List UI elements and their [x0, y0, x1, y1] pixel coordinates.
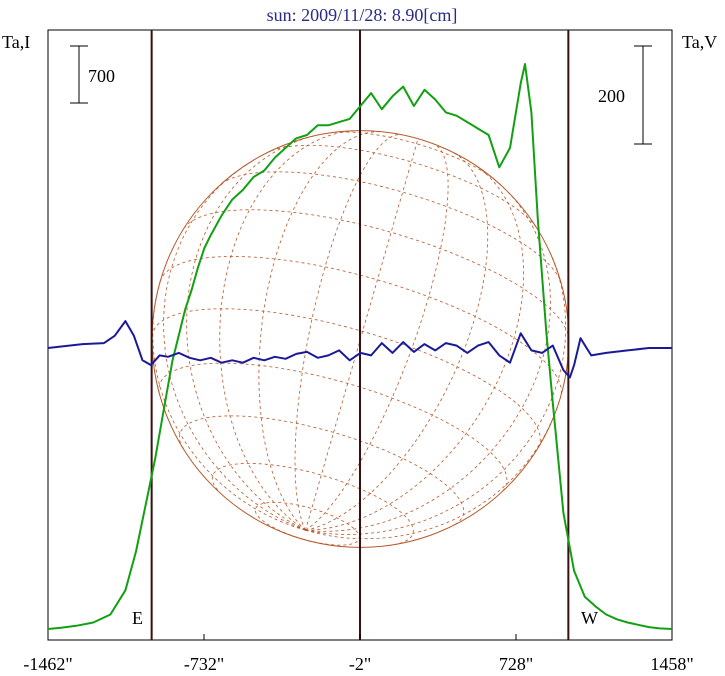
x-tick-label: -2" [349, 654, 371, 674]
longitude-line [305, 138, 419, 531]
longitude-line [219, 130, 359, 531]
latitude-line [159, 255, 562, 397]
longitude-line [305, 249, 567, 535]
x-tick-label: 728" [499, 654, 533, 674]
longitude-line [152, 281, 306, 531]
latitude-line [254, 502, 360, 546]
longitude-line [305, 163, 525, 531]
latitude-line [179, 415, 464, 527]
scale-bar-left: 700 [70, 45, 115, 104]
x-tick-label: -1462" [23, 654, 72, 674]
west-label: W [581, 608, 598, 628]
x-tick-label: -732" [184, 654, 224, 674]
longitude-line [294, 134, 402, 531]
series-lines [47, 63, 673, 630]
longitude-line [163, 163, 306, 531]
scale-bar-right: 200 [598, 45, 652, 145]
limb-center-lines [150, 30, 570, 640]
x-axis-ticks: -1462" -732" -2" 728" 1458" [23, 634, 694, 674]
y-left-label: Ta,I [2, 32, 30, 52]
longitude-line [305, 152, 489, 531]
longitude-line [305, 143, 449, 531]
longitude-line [258, 131, 382, 531]
latitude-line [151, 308, 541, 448]
scale-bar-right-label: 200 [598, 86, 625, 106]
intensity-series-line [47, 63, 673, 630]
latitude-line [158, 362, 508, 493]
chart-title: sun: 2009/11/28: 8.90[cm] [267, 5, 458, 25]
x-tick-label: 1458" [650, 654, 693, 674]
polarization-series-line [47, 320, 672, 379]
latitude-line [221, 171, 561, 282]
latitude-line [328, 131, 497, 182]
latitude-line [183, 209, 570, 339]
east-label: E [132, 608, 143, 628]
longitude-line [305, 396, 562, 540]
y-right-label: Ta,V [682, 32, 717, 52]
scale-bar-left-label: 700 [88, 66, 115, 86]
